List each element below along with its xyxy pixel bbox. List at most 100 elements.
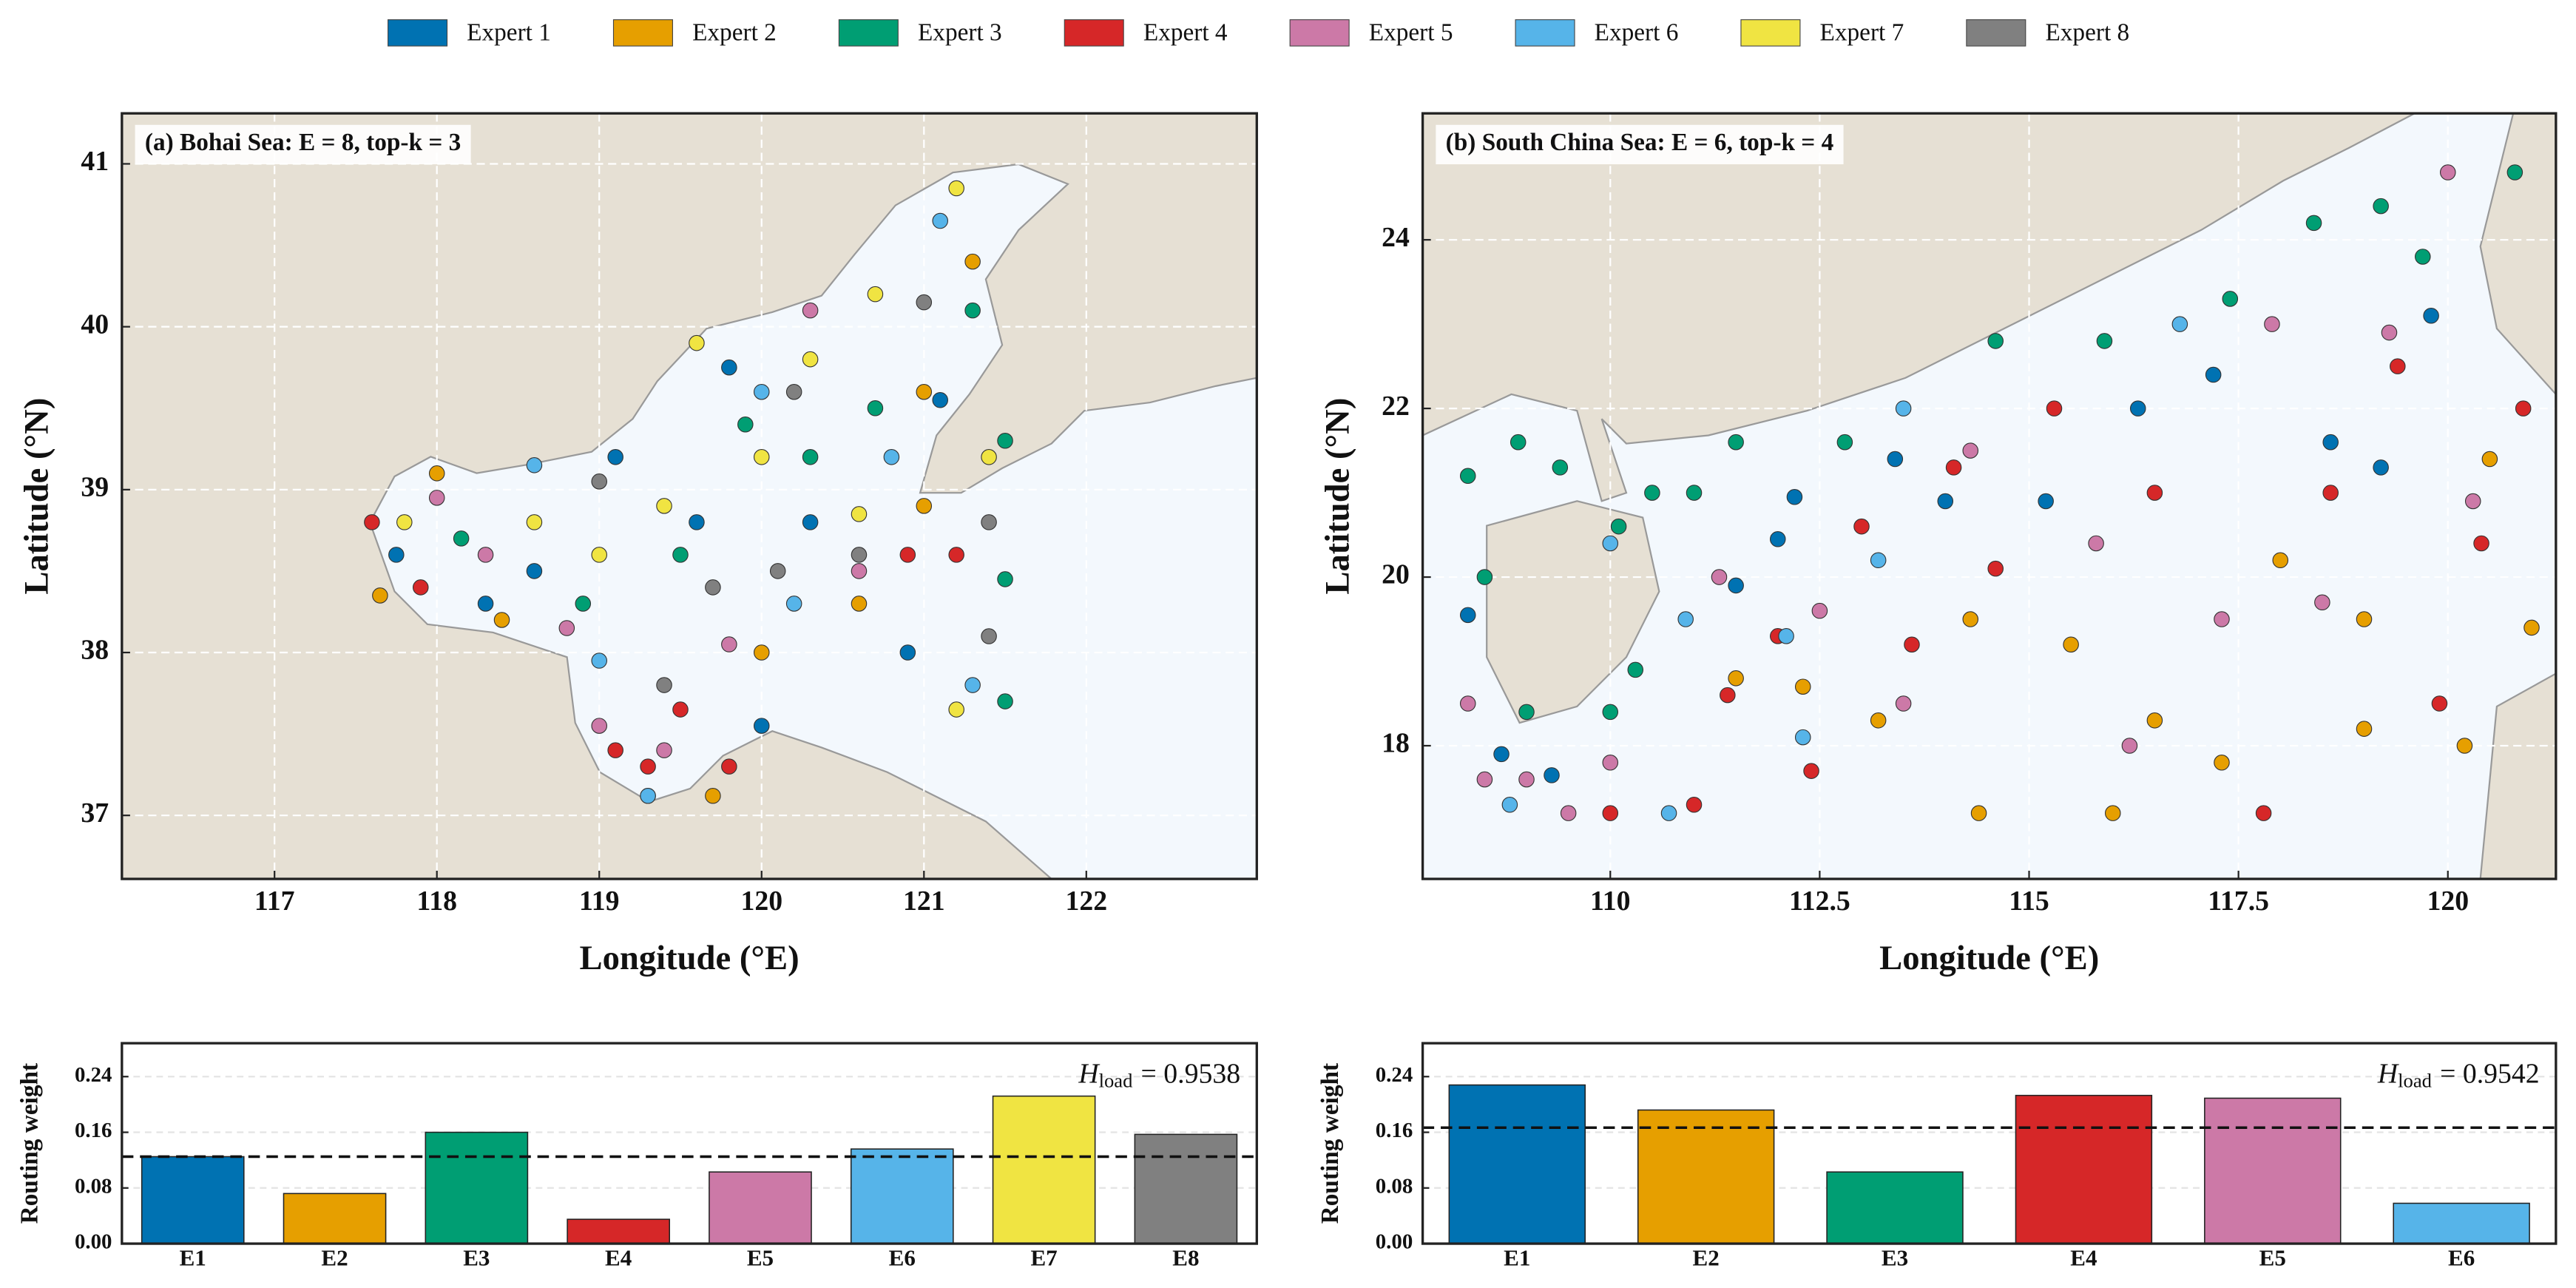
- x-tick-label: E8: [1172, 1244, 1199, 1270]
- data-point: [1518, 704, 1535, 721]
- annotation-subscript: load: [1099, 1070, 1133, 1092]
- legend-label: Expert 4: [1143, 18, 1228, 46]
- data-point: [948, 180, 964, 197]
- x-tick-label: E6: [889, 1244, 916, 1270]
- data-point: [916, 383, 933, 400]
- x-tick-label: E1: [180, 1244, 206, 1270]
- x-tick-label: 115: [2009, 886, 2049, 917]
- x-tick-label: 117.5: [2208, 886, 2269, 917]
- data-point: [753, 644, 770, 661]
- y-axis-label: Routing weight: [16, 1063, 43, 1224]
- x-axis-label: Longitude (°E): [1879, 939, 2099, 977]
- data-point: [2314, 594, 2330, 611]
- panel-title: (b) South China Sea: E = 6, top-k = 4: [1446, 129, 1834, 156]
- bar: [141, 1156, 245, 1244]
- data-point: [526, 563, 543, 579]
- panel-title: (a) Bohai Sea: E = 8, top-k = 3: [145, 129, 461, 156]
- x-tick-label: E6: [2448, 1244, 2475, 1270]
- data-point: [2146, 712, 2163, 729]
- data-point: [1778, 628, 1794, 644]
- axes-frame: [1421, 1042, 2558, 1245]
- data-point: [477, 596, 494, 612]
- data-point: [997, 693, 1013, 709]
- data-point: [607, 742, 623, 758]
- data-point: [867, 286, 884, 303]
- data-point: [2322, 485, 2339, 501]
- axes-frame: [121, 112, 1258, 880]
- data-point: [2171, 316, 2188, 332]
- data-point: [705, 579, 721, 596]
- x-tick-label: E3: [1882, 1244, 1908, 1270]
- data-point: [2322, 434, 2339, 451]
- data-point: [2481, 451, 2498, 468]
- data-point: [1728, 577, 1744, 594]
- data-point: [1518, 771, 1535, 788]
- legend-label: Expert 2: [692, 18, 777, 46]
- data-point: [753, 449, 770, 465]
- y-tick-label: 37: [81, 798, 109, 829]
- data-point: [964, 302, 981, 319]
- data-point: [981, 628, 997, 644]
- data-point: [802, 302, 819, 319]
- data-point: [1602, 805, 1619, 821]
- y-axis-label: Latitude (°N): [1318, 398, 1356, 595]
- map-b-background: [1422, 113, 2556, 880]
- data-point: [802, 514, 819, 530]
- y-tick-label: 0.16: [1376, 1119, 1413, 1142]
- data-point: [656, 742, 672, 758]
- data-point: [591, 653, 608, 669]
- data-point: [802, 351, 819, 368]
- data-point: [1476, 569, 1493, 585]
- data-point: [981, 449, 997, 465]
- data-point: [2264, 316, 2280, 332]
- bar: [425, 1131, 529, 1244]
- x-tick-label: E4: [605, 1244, 632, 1270]
- data-point: [1602, 755, 1619, 771]
- axes-frame: [121, 1042, 1258, 1245]
- legend-swatch: [388, 19, 448, 47]
- legend-label: Expert 5: [1369, 18, 1453, 46]
- data-point: [1602, 535, 1619, 552]
- annotation-symbol: H: [1078, 1058, 1100, 1089]
- bar: [1134, 1133, 1238, 1244]
- y-tick-label: 20: [1382, 559, 1410, 590]
- x-tick-label: E5: [2259, 1244, 2286, 1270]
- data-point: [721, 758, 737, 775]
- data-point: [2356, 721, 2373, 737]
- data-point: [705, 787, 721, 804]
- data-point: [932, 391, 949, 408]
- y-tick-label: 0.08: [75, 1174, 112, 1198]
- data-point: [2096, 333, 2113, 349]
- data-point: [526, 514, 543, 530]
- data-point: [1836, 434, 1853, 451]
- data-point: [2506, 164, 2523, 181]
- data-point: [526, 457, 543, 473]
- bar: [709, 1171, 812, 1244]
- data-point: [453, 530, 470, 547]
- bar: [2015, 1094, 2153, 1244]
- legend-swatch: [612, 19, 673, 47]
- data-point: [2272, 552, 2289, 569]
- bar: [1637, 1109, 1775, 1244]
- data-point: [1720, 687, 1736, 704]
- bar: [2393, 1202, 2530, 1244]
- data-point: [737, 416, 754, 433]
- data-point: [1970, 805, 1987, 821]
- annotation-subscript: load: [2398, 1070, 2432, 1092]
- x-tick-label: 118: [416, 886, 457, 917]
- data-point: [1711, 569, 1728, 585]
- data-point: [964, 677, 981, 693]
- data-point: [591, 473, 608, 490]
- x-tick-label: 117: [254, 886, 295, 917]
- data-point: [753, 383, 770, 400]
- data-point: [769, 563, 786, 579]
- data-point: [396, 514, 413, 530]
- y-tick-label: 0.16: [75, 1119, 112, 1142]
- data-point: [2423, 307, 2439, 324]
- data-point: [1627, 661, 1644, 678]
- bar: [1826, 1171, 1964, 1244]
- legend-label: Expert 7: [1820, 18, 1904, 46]
- data-point: [372, 587, 388, 604]
